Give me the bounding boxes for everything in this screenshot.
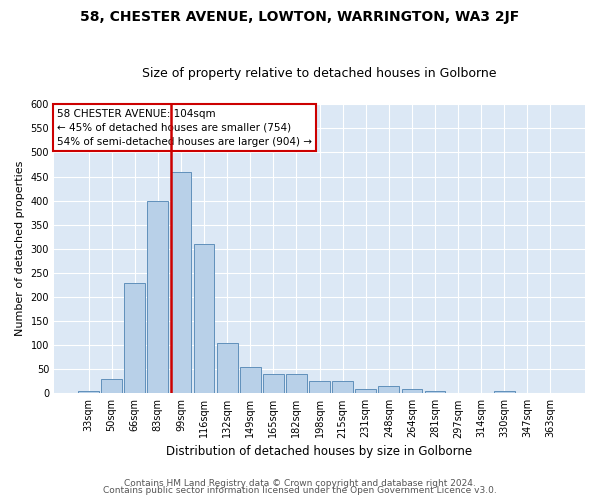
Text: 58, CHESTER AVENUE, LOWTON, WARRINGTON, WA3 2JF: 58, CHESTER AVENUE, LOWTON, WARRINGTON, … — [80, 10, 520, 24]
Y-axis label: Number of detached properties: Number of detached properties — [15, 161, 25, 336]
Bar — [286, 374, 307, 394]
Bar — [379, 386, 399, 394]
Bar — [78, 391, 99, 394]
Title: Size of property relative to detached houses in Golborne: Size of property relative to detached ho… — [142, 66, 497, 80]
X-axis label: Distribution of detached houses by size in Golborne: Distribution of detached houses by size … — [166, 444, 473, 458]
Text: 58 CHESTER AVENUE: 104sqm
← 45% of detached houses are smaller (754)
54% of semi: 58 CHESTER AVENUE: 104sqm ← 45% of detac… — [56, 108, 311, 146]
Bar — [124, 282, 145, 394]
Bar — [240, 367, 260, 394]
Text: Contains HM Land Registry data © Crown copyright and database right 2024.: Contains HM Land Registry data © Crown c… — [124, 478, 476, 488]
Bar — [263, 374, 284, 394]
Bar — [401, 388, 422, 394]
Bar — [494, 391, 515, 394]
Bar — [148, 200, 168, 394]
Bar — [101, 379, 122, 394]
Bar — [355, 388, 376, 394]
Bar — [332, 382, 353, 394]
Bar — [194, 244, 214, 394]
Bar — [170, 172, 191, 394]
Bar — [309, 382, 330, 394]
Bar — [425, 391, 445, 394]
Text: Contains public sector information licensed under the Open Government Licence v3: Contains public sector information licen… — [103, 486, 497, 495]
Bar — [217, 342, 238, 394]
